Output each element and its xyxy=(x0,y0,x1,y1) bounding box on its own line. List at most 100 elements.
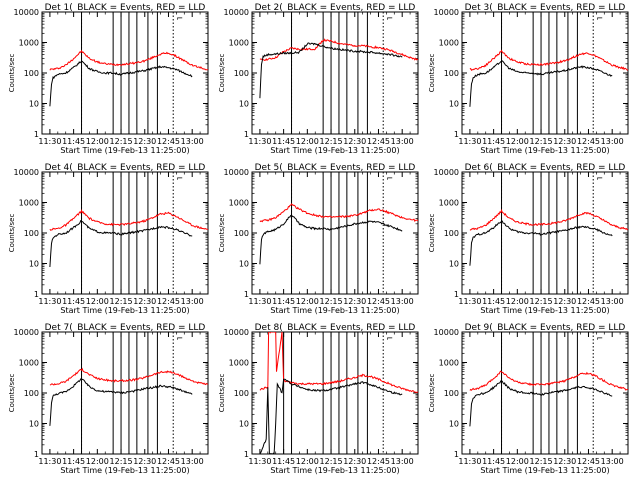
y-tick-label: 10 xyxy=(449,260,459,269)
y-tick-label: 100 xyxy=(234,69,249,78)
event-rate-line xyxy=(259,378,403,454)
y-tick-label: 1000 xyxy=(229,359,249,368)
y-axis-label: Counts/sec xyxy=(218,214,226,253)
corner-mark: ⌐ xyxy=(386,174,393,183)
lld-rate-line xyxy=(49,209,208,231)
x-tick-label: 13:00 xyxy=(181,137,204,146)
plot-data xyxy=(49,332,208,454)
plot-frame xyxy=(251,11,419,135)
lld-rate-line xyxy=(259,332,418,393)
x-axis-label: Start Time (19-Feb-13 11:25:00) xyxy=(480,306,609,315)
y-tick-label: 1 xyxy=(244,290,249,299)
y-tick-label: 1000 xyxy=(229,39,249,48)
y-tick-label: 10000 xyxy=(224,328,249,337)
x-tick-label: 12:15 xyxy=(320,137,343,146)
y-tick-label: 10000 xyxy=(434,8,459,17)
x-tick-label: 12:45 xyxy=(367,137,390,146)
y-tick-label: 1 xyxy=(244,130,249,139)
corner-mark: ⌐ xyxy=(176,14,183,23)
detector-panel-1: Det 1(_BLACK = Events, RED = LLD 1 10 100 10… xyxy=(8,3,209,155)
y-tick-label: 1 xyxy=(34,130,39,139)
corner-mark: ⌐ xyxy=(386,334,393,343)
x-tick-label: 12:15 xyxy=(110,137,133,146)
x-tick-label: 11:30 xyxy=(248,457,271,466)
y-tick-label: 1000 xyxy=(229,199,249,208)
y-tick-label: 100 xyxy=(24,389,39,398)
y-tick-label: 100 xyxy=(234,389,249,398)
x-tick-label: 12:30 xyxy=(553,137,576,146)
x-tick-label: 12:00 xyxy=(86,457,109,466)
corner-mark: ⌐ xyxy=(596,174,603,183)
x-tick-label: 11:45 xyxy=(482,457,505,466)
y-tick-label: 1000 xyxy=(19,199,39,208)
x-tick-label: 11:30 xyxy=(458,137,481,146)
y-tick-label: 1 xyxy=(34,290,39,299)
y-tick-label: 100 xyxy=(24,69,39,78)
x-tick-label: 12:00 xyxy=(296,297,319,306)
lld-rate-line xyxy=(469,370,628,391)
y-tick-label: 10000 xyxy=(434,328,459,337)
event-rate-line xyxy=(259,42,403,99)
y-tick-label: 100 xyxy=(444,229,459,238)
x-tick-label: 13:00 xyxy=(391,457,414,466)
x-tick-label: 12:00 xyxy=(506,137,529,146)
x-tick-label: 11:45 xyxy=(482,297,505,306)
plot-data xyxy=(259,12,418,134)
y-tick-label: 1000 xyxy=(439,199,459,208)
y-tick-label: 10 xyxy=(29,420,39,429)
y-tick-label: 10 xyxy=(449,420,459,429)
event-rate-line xyxy=(469,60,613,107)
y-tick-label: 1 xyxy=(454,130,459,139)
detector-panel-7: Det 7(_BLACK = Events, RED = LLD 1 10 100 10… xyxy=(8,323,209,475)
lld-rate-line xyxy=(49,49,208,71)
y-tick-label: 100 xyxy=(444,69,459,78)
x-tick-label: 11:45 xyxy=(272,297,295,306)
detector-panel-8: Det 8(_BLACK = Events, RED = LLD 1 10 100 10… xyxy=(218,323,419,475)
x-tick-label: 12:00 xyxy=(86,137,109,146)
y-tick-label: 10 xyxy=(29,260,39,269)
x-tick-label: 12:15 xyxy=(530,457,553,466)
panel-title: Det 2(_BLACK = Events, RED = LLD xyxy=(255,3,416,13)
y-axis-label: Counts/sec xyxy=(428,54,436,93)
y-axis-label: Counts/sec xyxy=(218,374,226,413)
x-tick-label: 12:00 xyxy=(296,457,319,466)
x-tick-label: 11:30 xyxy=(248,137,271,146)
y-tick-label: 10000 xyxy=(14,328,39,337)
x-tick-label: 12:30 xyxy=(133,137,156,146)
x-tick-label: 12:30 xyxy=(343,457,366,466)
event-rate-line xyxy=(49,60,193,107)
detector-panel-6: Det 6(_BLACK = Events, RED = LLD 1 10 100 10… xyxy=(428,163,629,315)
y-tick-label: 1000 xyxy=(439,39,459,48)
x-axis-label: Start Time (19-Feb-13 11:25:00) xyxy=(480,466,609,475)
y-axis-label: Counts/sec xyxy=(8,214,16,253)
y-axis-label: Counts/sec xyxy=(428,214,436,253)
x-tick-label: 11:30 xyxy=(38,457,61,466)
x-tick-label: 12:30 xyxy=(553,457,576,466)
x-axis-label: Start Time (19-Feb-13 11:25:00) xyxy=(60,306,189,315)
y-axis-label: Counts/sec xyxy=(218,54,226,93)
x-tick-label: 12:45 xyxy=(157,297,180,306)
y-tick-label: 10 xyxy=(239,100,249,109)
panel-title: Det 6(_BLACK = Events, RED = LLD xyxy=(465,163,626,173)
y-tick-label: 1000 xyxy=(439,359,459,368)
x-axis-label: Start Time (19-Feb-13 11:25:00) xyxy=(270,306,399,315)
x-tick-label: 11:30 xyxy=(458,297,481,306)
y-axis-label: Counts/sec xyxy=(8,54,16,93)
event-rate-line xyxy=(469,380,613,427)
x-tick-label: 12:00 xyxy=(506,297,529,306)
panel-title: Det 4(_BLACK = Events, RED = LLD xyxy=(45,163,206,173)
x-tick-label: 12:15 xyxy=(530,137,553,146)
x-axis-label: Start Time (19-Feb-13 11:25:00) xyxy=(270,146,399,155)
lld-rate-line xyxy=(469,49,628,71)
panel-title: Det 9(_BLACK = Events, RED = LLD xyxy=(465,323,626,333)
x-tick-label: 11:30 xyxy=(38,137,61,146)
y-tick-label: 10 xyxy=(449,100,459,109)
detector-panel-2: Det 2(_BLACK = Events, RED = LLD 1 10 100 10… xyxy=(218,3,419,155)
x-tick-label: 13:00 xyxy=(391,297,414,306)
lld-rate-line xyxy=(259,38,418,61)
x-tick-label: 12:15 xyxy=(110,297,133,306)
detector-panel-9: Det 9(_BLACK = Events, RED = LLD 1 10 100 10… xyxy=(428,323,629,475)
panel-title: Det 7(_BLACK = Events, RED = LLD xyxy=(45,323,206,333)
x-tick-label: 11:45 xyxy=(62,137,85,146)
